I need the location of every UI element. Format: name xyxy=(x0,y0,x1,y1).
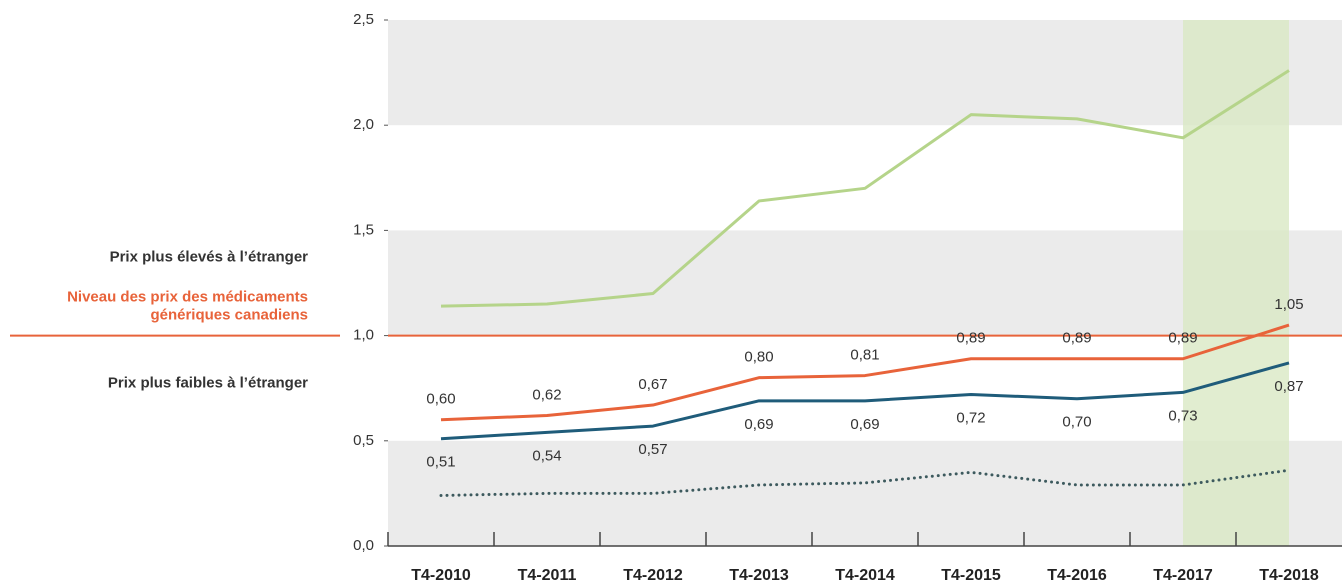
data-label: 0,54 xyxy=(532,447,561,464)
annotation: génériques canadiens xyxy=(150,307,308,324)
y-tick-label: 0,5 xyxy=(353,432,374,449)
y-tick-label: 1,0 xyxy=(353,327,374,344)
data-label: 0,69 xyxy=(850,416,879,433)
annotation: Prix plus élevés à l’étranger xyxy=(110,249,309,266)
data-label: 0,62 xyxy=(532,387,561,404)
y-tick-label: 2,5 xyxy=(353,11,374,28)
y-tick-label: 0,0 xyxy=(353,537,374,554)
series-line xyxy=(440,323,1290,422)
data-label: 0,51 xyxy=(426,454,455,471)
data-label: 0,73 xyxy=(1168,407,1197,424)
x-tick-label: T4-2011 xyxy=(518,567,577,584)
series-line xyxy=(440,361,1290,441)
highlight xyxy=(1183,20,1289,546)
x-tick-label: T4-2013 xyxy=(729,567,789,584)
data-label: 0,57 xyxy=(638,441,667,458)
y-tick-label: 2,0 xyxy=(353,116,374,133)
x-tick-label: T4-2017 xyxy=(1153,567,1213,584)
data-label: 0,80 xyxy=(744,349,773,366)
data-label: 0,70 xyxy=(1062,414,1091,431)
x-tick-label: T4-2015 xyxy=(941,567,1001,584)
data-label: 0,60 xyxy=(426,391,455,408)
series-line xyxy=(439,468,1291,498)
x-tick-label: T4-2018 xyxy=(1259,567,1319,584)
x-tick-label: T4-2016 xyxy=(1047,567,1107,584)
x-tick-label: T4-2010 xyxy=(411,567,471,584)
series-line xyxy=(440,69,1290,308)
data-label: 0,87 xyxy=(1274,378,1303,395)
annotation: Prix plus faibles à l’étranger xyxy=(108,375,308,392)
annotation: Niveau des prix des médicaments xyxy=(67,289,308,306)
data-label: 0,69 xyxy=(744,416,773,433)
data-label: 0,89 xyxy=(956,330,985,347)
data-label: 1,05 xyxy=(1274,296,1303,313)
data-label: 0,72 xyxy=(956,409,985,426)
data-label: 0,89 xyxy=(1062,330,1091,347)
x-tick-label: T4-2012 xyxy=(623,567,683,584)
data-label: 0,67 xyxy=(638,376,667,393)
data-label: 0,89 xyxy=(1168,330,1197,347)
data-label: 0,81 xyxy=(850,347,879,364)
x-tick-label: T4-2014 xyxy=(835,567,895,584)
y-tick-label: 1,5 xyxy=(353,221,374,238)
